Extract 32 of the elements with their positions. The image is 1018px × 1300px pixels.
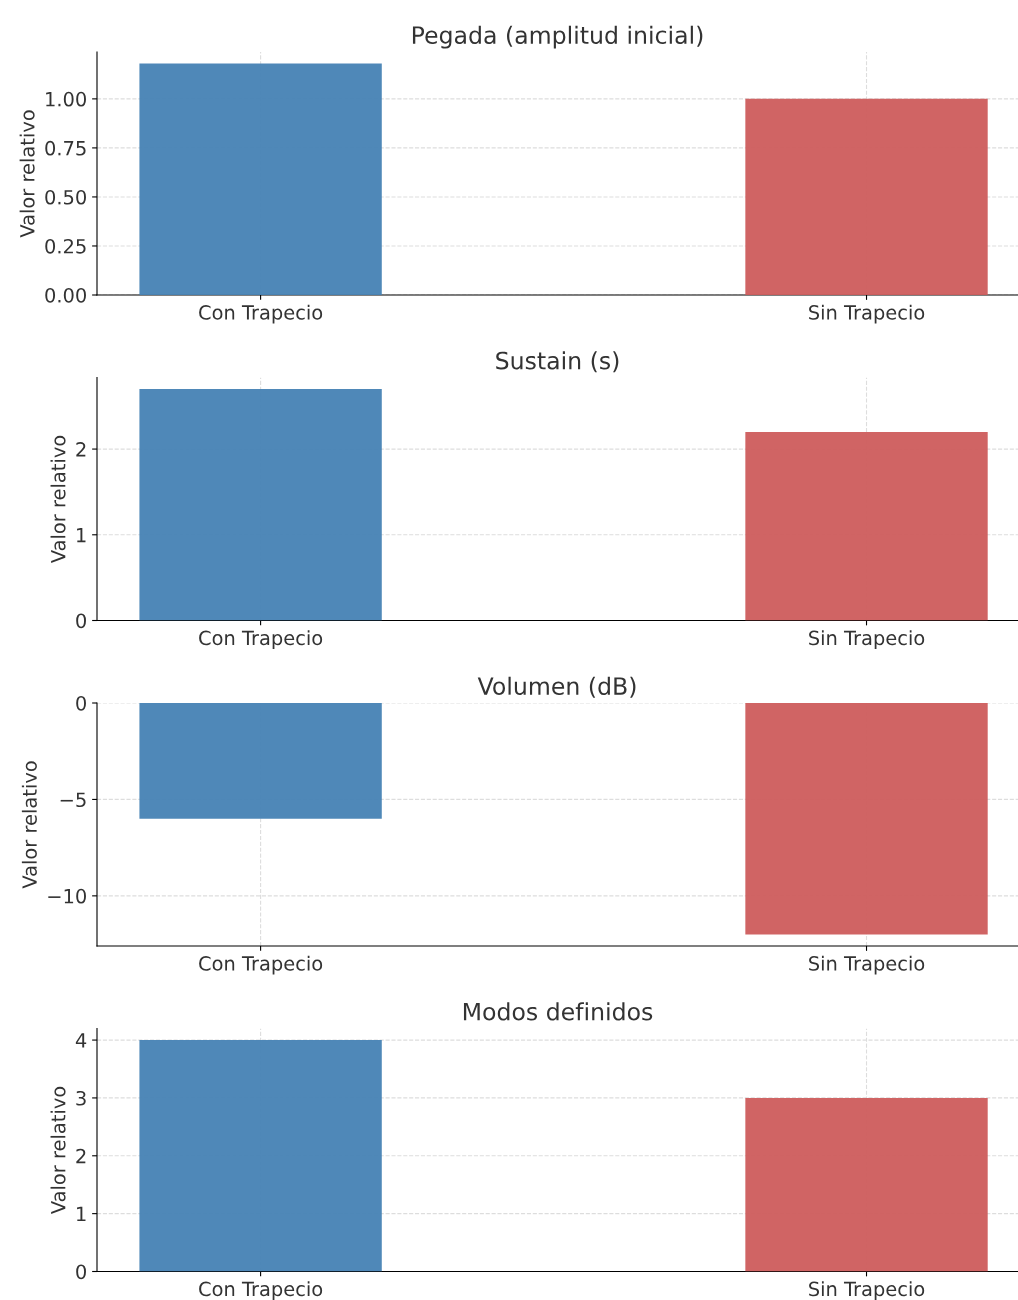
y-axis-title: Valor relativo: [50, 1086, 66, 1215]
x-tick-label: Sin Trapecio: [809, 304, 925, 324]
y-tick-label: −5: [60, 792, 86, 808]
chart-title: Pegada (amplitud inicial): [412, 25, 703, 49]
y-tick-label: 0: [76, 1264, 86, 1280]
y-tick-label: 1: [77, 528, 86, 543]
x-tick-label: Con Trapecio: [199, 630, 323, 650]
x-tick-label: Sin Trapecio: [809, 955, 925, 975]
y-tick-label: 0.00: [45, 287, 86, 303]
x-tick-label: Con Trapecio: [199, 304, 323, 324]
y-tick-label: 1: [77, 1206, 86, 1222]
chart-title: Volumen (dB): [477, 676, 636, 698]
y-tick-label: 2: [76, 442, 86, 457]
x-tick-label: Sin Trapecio: [809, 630, 925, 650]
y-tick-label: 0: [76, 613, 86, 629]
y-tick-label: 0.75: [45, 140, 86, 156]
y-axis-title: Valor relativo: [19, 110, 35, 238]
y-tick-label: 0: [76, 695, 86, 711]
y-tick-label: 2: [76, 1148, 86, 1164]
y-axis-title: Valor relativo: [21, 761, 37, 889]
x-tick-label: Con Trapecio: [199, 955, 323, 975]
y-tick-label: 0.25: [45, 238, 86, 254]
y-tick-label: 1.00: [46, 91, 86, 107]
x-tick-label: Con Trapecio: [199, 1281, 323, 1300]
y-tick-label: 4: [75, 1033, 87, 1048]
chart-title: Modos definidos: [463, 1002, 653, 1021]
y-tick-label: 0.50: [45, 189, 86, 205]
y-tick-label: −10: [48, 888, 86, 904]
y-tick-label: 3: [76, 1090, 86, 1106]
x-tick-label: Sin Trapecio: [809, 1281, 925, 1300]
y-axis-title: Valor relativo: [50, 435, 66, 564]
chart-title: Sustain (s): [496, 351, 619, 373]
